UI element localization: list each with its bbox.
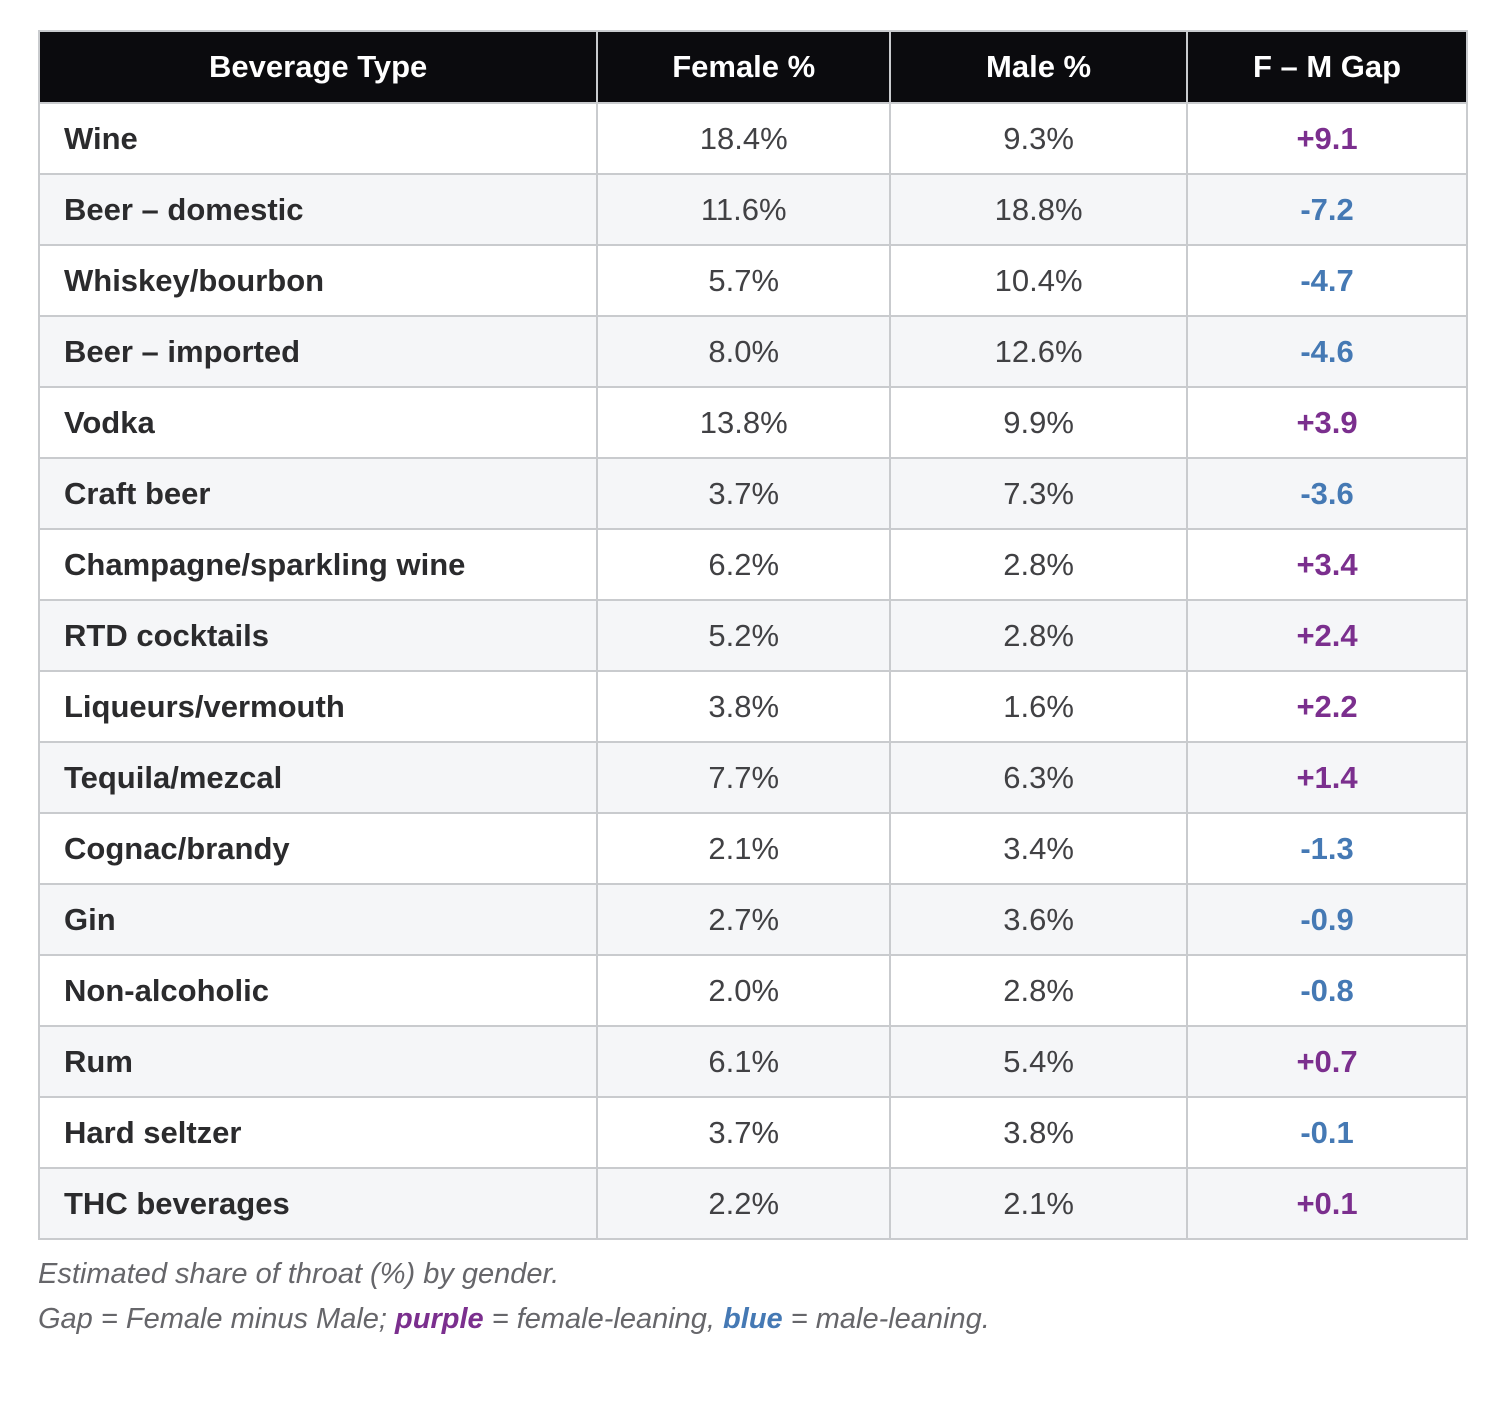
male-pct-cell: 2.1%	[889, 1167, 1189, 1240]
female-pct-cell: 11.6%	[596, 173, 892, 246]
fm-gap-cell: +3.9	[1186, 386, 1468, 459]
footnote-line-2: Gap = Female minus Male; purple = female…	[38, 1297, 1468, 1342]
fm-gap-cell: -4.7	[1186, 244, 1468, 317]
female-pct-cell: 18.4%	[596, 102, 892, 175]
table-row: Rum 6.1% 5.4% +0.7	[37, 1025, 1468, 1098]
female-pct-cell: 6.1%	[596, 1025, 892, 1098]
col-header-male-pct: Male %	[889, 30, 1189, 104]
table-row: Beer – imported 8.0% 12.6% -4.6	[37, 315, 1468, 388]
beverage-name-cell: Rum	[37, 1025, 599, 1098]
fm-gap-cell: +1.4	[1186, 741, 1468, 814]
male-pct-cell: 6.3%	[889, 741, 1189, 814]
female-pct-cell: 6.2%	[596, 528, 892, 601]
table-row: Vodka 13.8% 9.9% +3.9	[37, 386, 1468, 459]
table-row: Tequila/mezcal 7.7% 6.3% +1.4	[37, 741, 1468, 814]
beverage-name-cell: Wine	[37, 102, 599, 175]
table-row: Beer – domestic 11.6% 18.8% -7.2	[37, 173, 1468, 246]
female-pct-cell: 5.7%	[596, 244, 892, 317]
fm-gap-cell: +9.1	[1186, 102, 1468, 175]
female-pct-cell: 2.1%	[596, 812, 892, 885]
fm-gap-cell: +3.4	[1186, 528, 1468, 601]
male-pct-cell: 3.4%	[889, 812, 1189, 885]
beverage-name-cell: RTD cocktails	[37, 599, 599, 672]
male-pct-cell: 1.6%	[889, 670, 1189, 743]
col-header-beverage-type: Beverage Type	[37, 30, 599, 104]
fm-gap-cell: -0.1	[1186, 1096, 1468, 1169]
table-row: Gin 2.7% 3.6% -0.9	[37, 883, 1468, 956]
purple-legend-word: purple	[395, 1302, 484, 1335]
fm-gap-cell: -0.8	[1186, 954, 1468, 1027]
fm-gap-cell: -7.2	[1186, 173, 1468, 246]
fm-gap-cell: +0.1	[1186, 1167, 1468, 1240]
male-pct-cell: 9.3%	[889, 102, 1189, 175]
male-pct-cell: 2.8%	[889, 528, 1189, 601]
fm-gap-cell: -0.9	[1186, 883, 1468, 956]
beverage-name-cell: Non-alcoholic	[37, 954, 599, 1027]
fm-gap-cell: -1.3	[1186, 812, 1468, 885]
table-row: Craft beer 3.7% 7.3% -3.6	[37, 457, 1468, 530]
male-pct-cell: 9.9%	[889, 386, 1189, 459]
female-pct-cell: 8.0%	[596, 315, 892, 388]
footnote-female-leaning: = female-leaning,	[483, 1302, 724, 1335]
fm-gap-cell: +2.2	[1186, 670, 1468, 743]
female-pct-cell: 13.8%	[596, 386, 892, 459]
female-pct-cell: 3.8%	[596, 670, 892, 743]
table-body: Wine 18.4% 9.3% +9.1 Beer – domestic 11.…	[37, 102, 1468, 1240]
male-pct-cell: 5.4%	[889, 1025, 1189, 1098]
female-pct-cell: 3.7%	[596, 1096, 892, 1169]
fm-gap-cell: -4.6	[1186, 315, 1468, 388]
table-row: Champagne/sparkling wine 6.2% 2.8% +3.4	[37, 528, 1468, 601]
beverage-name-cell: Cognac/brandy	[37, 812, 599, 885]
beverage-name-cell: Champagne/sparkling wine	[37, 528, 599, 601]
male-pct-cell: 2.8%	[889, 599, 1189, 672]
table-row: Non-alcoholic 2.0% 2.8% -0.8	[37, 954, 1468, 1027]
beverage-name-cell: Whiskey/bourbon	[37, 244, 599, 317]
male-pct-cell: 10.4%	[889, 244, 1189, 317]
male-pct-cell: 7.3%	[889, 457, 1189, 530]
female-pct-cell: 2.7%	[596, 883, 892, 956]
beverage-name-cell: Beer – domestic	[37, 173, 599, 246]
beverage-name-cell: Craft beer	[37, 457, 599, 530]
male-pct-cell: 3.6%	[889, 883, 1189, 956]
beverage-name-cell: Vodka	[37, 386, 599, 459]
beverage-name-cell: Beer – imported	[37, 315, 599, 388]
beverage-name-cell: Tequila/mezcal	[37, 741, 599, 814]
table-header: Beverage Type Female % Male % F – M Gap	[37, 30, 1468, 104]
male-pct-cell: 18.8%	[889, 173, 1189, 246]
female-pct-cell: 5.2%	[596, 599, 892, 672]
beverage-gender-table: Beverage Type Female % Male % F – M Gap …	[37, 30, 1468, 1240]
female-pct-cell: 2.0%	[596, 954, 892, 1027]
footnote-gap-definition: Gap = Female minus Male;	[38, 1302, 396, 1335]
footnote-line-1: Estimated share of throat (%) by gender.	[38, 1258, 560, 1290]
blue-legend-word: blue	[723, 1302, 783, 1335]
beverage-name-cell: Liqueurs/vermouth	[37, 670, 599, 743]
beverage-name-cell: THC beverages	[37, 1167, 599, 1240]
female-pct-cell: 3.7%	[596, 457, 892, 530]
table-row: THC beverages 2.2% 2.1% +0.1	[37, 1167, 1468, 1240]
table-row: Cognac/brandy 2.1% 3.4% -1.3	[37, 812, 1468, 885]
female-pct-cell: 7.7%	[596, 741, 892, 814]
table-row: RTD cocktails 5.2% 2.8% +2.4	[37, 599, 1468, 672]
fm-gap-cell: +0.7	[1186, 1025, 1468, 1098]
fm-gap-cell: -3.6	[1186, 457, 1468, 530]
beverage-name-cell: Hard seltzer	[37, 1096, 599, 1169]
male-pct-cell: 2.8%	[889, 954, 1189, 1027]
female-pct-cell: 2.2%	[596, 1167, 892, 1240]
table-row: Wine 18.4% 9.3% +9.1	[37, 102, 1468, 175]
beverage-name-cell: Gin	[37, 883, 599, 956]
header-row: Beverage Type Female % Male % F – M Gap	[37, 30, 1468, 104]
male-pct-cell: 3.8%	[889, 1096, 1189, 1169]
col-header-fm-gap: F – M Gap	[1186, 30, 1468, 104]
fm-gap-cell: +2.4	[1186, 599, 1468, 672]
table-row: Liqueurs/vermouth 3.8% 1.6% +2.2	[37, 670, 1468, 743]
col-header-female-pct: Female %	[596, 30, 892, 104]
table-row: Hard seltzer 3.7% 3.8% -0.1	[37, 1096, 1468, 1169]
footnote-male-leaning: = male-leaning.	[782, 1302, 990, 1335]
footnotes: Estimated share of throat (%) by gender.…	[38, 1252, 1468, 1342]
male-pct-cell: 12.6%	[889, 315, 1189, 388]
table-row: Whiskey/bourbon 5.7% 10.4% -4.7	[37, 244, 1468, 317]
